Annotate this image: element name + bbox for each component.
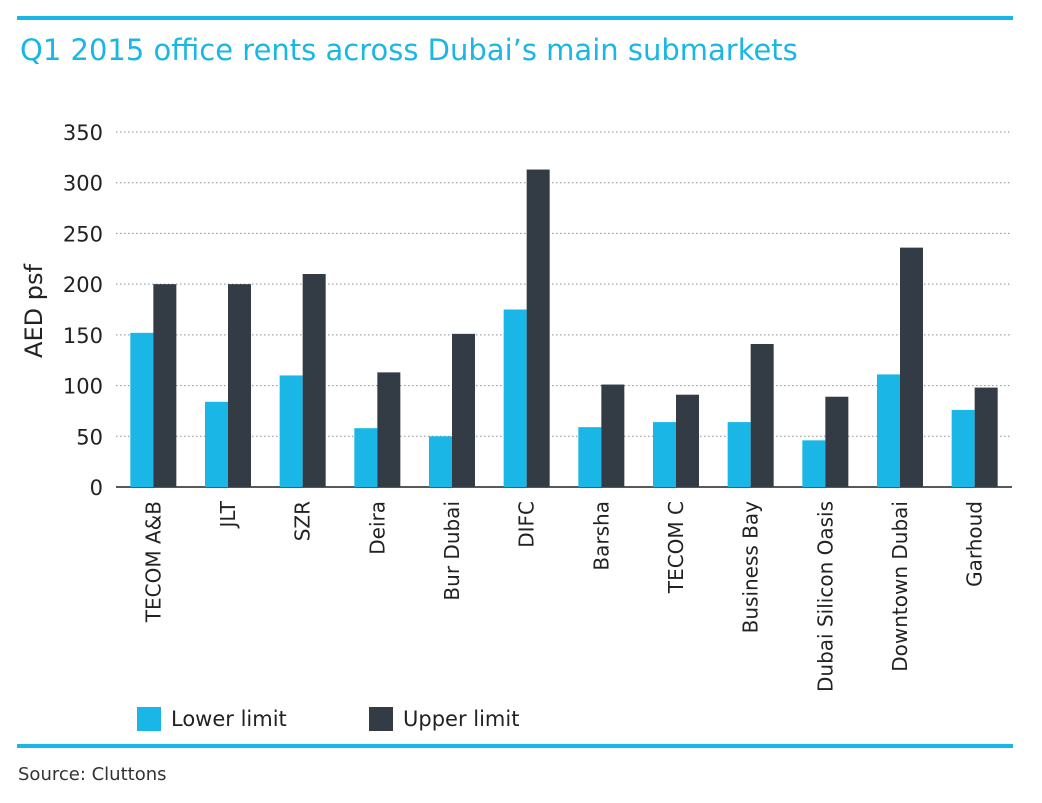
bar-upper-limit xyxy=(302,274,326,487)
y-tick-label: 0 xyxy=(90,476,103,500)
legend-label-upper: Upper limit xyxy=(403,707,519,731)
y-axis-title: AED psf xyxy=(20,264,48,358)
y-tick-label: 300 xyxy=(63,172,103,196)
bar-lower-limit xyxy=(130,332,154,487)
bar-lower-limit xyxy=(205,401,228,487)
bar-upper-limit xyxy=(676,394,699,487)
gridlines xyxy=(116,131,1012,488)
bar-upper-limit xyxy=(377,372,401,487)
x-category-label: Downtown Dubai xyxy=(888,501,912,672)
bar-upper-limit xyxy=(526,169,550,487)
bar-upper-limit xyxy=(974,387,998,487)
x-category-label: TECOM C xyxy=(664,501,688,594)
bar-upper-limit xyxy=(153,284,177,487)
y-tick-label: 250 xyxy=(63,222,103,246)
y-tick-label: 100 xyxy=(63,375,103,399)
bar-upper-limit xyxy=(601,384,625,487)
x-category-label: Dubai Silicon Oasis xyxy=(813,501,837,692)
bar-upper-limit xyxy=(900,247,923,487)
bars xyxy=(130,169,998,487)
x-category-label: JLT xyxy=(216,500,240,529)
source-note: Source: Cluttons xyxy=(18,764,167,785)
top-rule xyxy=(17,16,1013,20)
bar-lower-limit xyxy=(279,375,303,487)
bar-upper-limit xyxy=(228,284,251,487)
bar-lower-limit xyxy=(503,309,527,487)
x-category-label: Garhoud xyxy=(963,501,987,587)
x-category-label: Bur Dubai xyxy=(440,501,464,601)
bar-lower-limit xyxy=(578,427,602,487)
chart-title: Q1 2015 office rents across Dubai’s main… xyxy=(20,33,798,67)
bar-upper-limit xyxy=(452,333,475,487)
bar-lower-limit xyxy=(429,436,452,487)
bottom-rule xyxy=(17,744,1013,748)
x-category-label: Barsha xyxy=(589,501,613,571)
x-category-label: Deira xyxy=(365,501,389,555)
y-tick-label: 350 xyxy=(63,121,103,145)
legend-swatch-upper xyxy=(369,707,393,731)
x-category-label: TECOM A&B xyxy=(141,501,165,623)
bar-lower-limit xyxy=(653,422,676,487)
bar-lower-limit xyxy=(951,409,975,487)
x-category-label: SZR xyxy=(291,501,315,541)
bar-lower-limit xyxy=(802,440,826,487)
legend-swatch-lower xyxy=(137,707,161,731)
legend: Lower limit Upper limit xyxy=(137,707,519,731)
bar-lower-limit xyxy=(354,428,378,487)
x-category-label: DIFC xyxy=(515,501,539,548)
legend-label-lower: Lower limit xyxy=(171,707,287,731)
x-axis-labels: TECOM A&B JLT SZR Deira Bur Dubai DIFC Barsha T… xyxy=(141,500,986,692)
x-category-label: Business Bay xyxy=(739,501,763,634)
bar-upper-limit xyxy=(825,396,849,487)
y-tick-label: 50 xyxy=(76,425,103,449)
y-tick-label: 200 xyxy=(63,273,103,297)
bar-lower-limit xyxy=(727,422,751,487)
bar-lower-limit xyxy=(877,374,900,487)
y-axis-ticks: 0 50 100 150 200 250 300 350 xyxy=(63,121,103,500)
y-tick-label: 150 xyxy=(63,324,103,348)
bar-upper-limit xyxy=(750,343,774,487)
